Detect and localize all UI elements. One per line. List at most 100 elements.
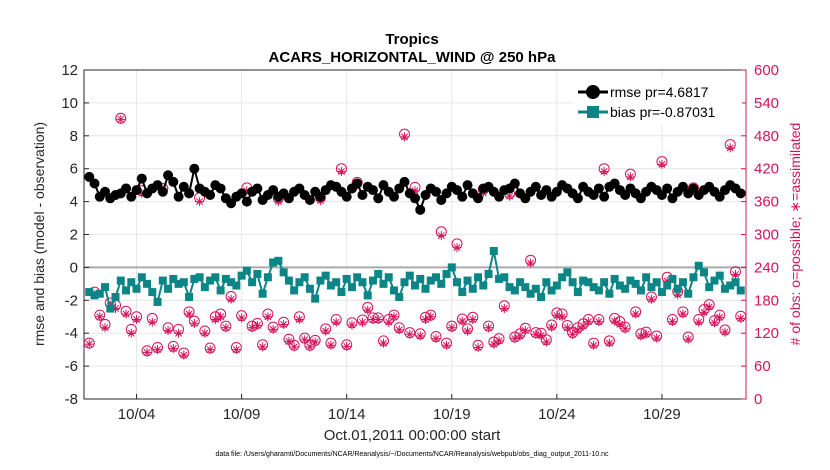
- assimilated-obs-point: [121, 309, 131, 319]
- bias-point: [416, 274, 425, 283]
- rmse-point: [352, 178, 363, 189]
- rmse-point: [662, 183, 673, 194]
- assimilated-obs-point: [268, 324, 278, 334]
- bias-point: [636, 286, 645, 295]
- bias-point: [432, 273, 441, 282]
- bias-point: [153, 297, 162, 306]
- bias-point: [484, 269, 493, 278]
- assimilated-obs-point: [168, 344, 178, 354]
- assimilated-obs-point: [452, 243, 462, 253]
- assimilated-obs-point: [326, 340, 336, 350]
- bias-point: [610, 274, 619, 283]
- assimilated-obs-point: [704, 302, 714, 312]
- bias-point: [305, 284, 314, 293]
- y2-tick-label: 360: [754, 194, 779, 211]
- rmse-point: [593, 183, 604, 194]
- rmse-point: [388, 191, 399, 202]
- y2-tick-label: 300: [754, 227, 779, 244]
- bias-point: [521, 283, 530, 292]
- bias-point: [668, 274, 677, 283]
- y2-tick-label: 480: [754, 128, 779, 145]
- bias-point: [495, 274, 504, 283]
- bias-point: [132, 284, 141, 293]
- bias-point: [279, 268, 288, 277]
- rmse-point: [173, 191, 184, 202]
- bias-point: [106, 304, 115, 313]
- bias-point: [90, 291, 99, 300]
- assimilated-obs-point: [200, 328, 210, 338]
- assimilated-obs-point: [547, 322, 557, 332]
- x-tick-label: 10/09: [223, 406, 261, 423]
- bias-point: [615, 281, 624, 290]
- bias-point: [626, 276, 635, 285]
- bias-point: [426, 276, 435, 285]
- bias-point: [216, 286, 225, 295]
- bias-point: [190, 274, 199, 283]
- bias-point: [169, 274, 178, 283]
- rmse-point: [215, 183, 226, 194]
- rmse-point: [462, 180, 473, 191]
- bias-point: [589, 283, 598, 292]
- bias-point: [242, 266, 251, 275]
- rmse-point: [189, 163, 200, 174]
- bias-point: [678, 278, 687, 287]
- bias-point: [563, 268, 572, 277]
- legend-box: [574, 78, 742, 124]
- x-tick-label: 10/14: [328, 406, 366, 423]
- assimilated-obs-point: [720, 327, 730, 337]
- rmse-point: [168, 176, 179, 187]
- assimilated-obs-point: [468, 314, 478, 324]
- bias-point: [510, 286, 519, 295]
- y-tick-label: 6: [70, 161, 78, 178]
- y2-tick-label: 420: [754, 161, 779, 178]
- rmse-point: [509, 178, 520, 189]
- assimilated-obs-point: [405, 329, 415, 339]
- rmse-point: [457, 191, 468, 202]
- assimilated-obs-point: [442, 340, 452, 350]
- assimilated-obs-point: [142, 347, 152, 357]
- bias-point: [353, 273, 362, 282]
- bias-point: [295, 278, 304, 287]
- y2-tick-label: 60: [754, 358, 771, 375]
- assimilated-obs-point: [715, 312, 725, 322]
- assimilated-obs-point: [347, 320, 357, 330]
- rmse-point: [415, 204, 426, 215]
- assimilated-obs-point: [725, 143, 735, 153]
- bias-point: [311, 294, 320, 303]
- bias-point: [347, 283, 356, 292]
- bias-point: [720, 284, 729, 293]
- assimilated-obs-point: [95, 312, 105, 322]
- bias-point: [158, 276, 167, 285]
- rmse-point: [530, 181, 541, 192]
- legend-bias-marker: [587, 106, 599, 118]
- bias-point: [379, 279, 388, 288]
- assimilated-obs-point: [153, 345, 163, 355]
- assimilated-obs-point: [336, 166, 346, 176]
- bias-point: [489, 246, 498, 255]
- chart-title: Tropics: [385, 31, 438, 48]
- bias-point: [122, 286, 131, 295]
- bias-point: [326, 281, 335, 290]
- bias-point: [221, 274, 230, 283]
- y2-tick-label: 540: [754, 95, 779, 112]
- bias-point: [474, 273, 483, 282]
- bias-point: [85, 288, 94, 297]
- assimilated-obs-point: [678, 309, 688, 319]
- assimilated-obs-point: [583, 317, 593, 327]
- y-tick-label: 0: [70, 259, 78, 276]
- bias-point: [537, 293, 546, 302]
- bias-point: [232, 281, 241, 290]
- bias-point: [248, 278, 257, 287]
- y-tick-label: -2: [65, 292, 78, 309]
- bias-point: [547, 286, 556, 295]
- assimilated-obs-point: [578, 321, 588, 331]
- bias-point: [605, 289, 614, 298]
- assimilated-obs-point: [436, 231, 446, 241]
- legend: rmse pr=4.6817 bias pr=-0.87031: [574, 78, 742, 124]
- assimilated-obs-point: [431, 334, 441, 344]
- y-tick-label: -4: [65, 325, 78, 342]
- bias-point: [558, 273, 567, 282]
- rmse-point: [735, 188, 746, 199]
- y2-tick-label: 600: [754, 62, 779, 79]
